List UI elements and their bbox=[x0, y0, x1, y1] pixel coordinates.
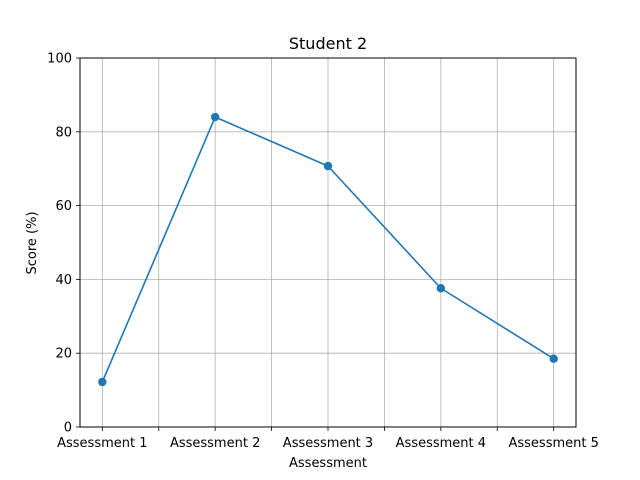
x-tick-label: Assessment 1 bbox=[57, 436, 147, 451]
y-tick-label: 80 bbox=[55, 125, 72, 140]
y-tick-label: 40 bbox=[55, 273, 72, 288]
x-tick-label: Assessment 5 bbox=[508, 436, 598, 451]
x-tick-label: Assessment 4 bbox=[396, 436, 486, 451]
data-series bbox=[98, 112, 558, 387]
y-tick-label: 60 bbox=[55, 199, 72, 214]
data-point bbox=[323, 161, 333, 171]
chart-title: Student 2 bbox=[289, 34, 367, 53]
data-point bbox=[549, 354, 558, 363]
y-tick-label: 100 bbox=[47, 52, 72, 67]
y-tick-label: 0 bbox=[64, 421, 72, 436]
y-axis-label: Score (%) bbox=[25, 211, 40, 274]
x-tick-label: Assessment 3 bbox=[283, 436, 373, 451]
grid-lines bbox=[80, 57, 576, 428]
data-point bbox=[210, 112, 220, 122]
data-point bbox=[98, 377, 107, 387]
x-axis-label: Assessment bbox=[289, 456, 367, 471]
x-tick-label: Assessment 2 bbox=[170, 436, 260, 451]
data-point bbox=[436, 284, 446, 293]
y-tick-label: 20 bbox=[55, 347, 72, 362]
axis-ticks: 0 20 40 60 80 100 Assessment 1 Assessment 2 Asse… bbox=[47, 52, 599, 452]
